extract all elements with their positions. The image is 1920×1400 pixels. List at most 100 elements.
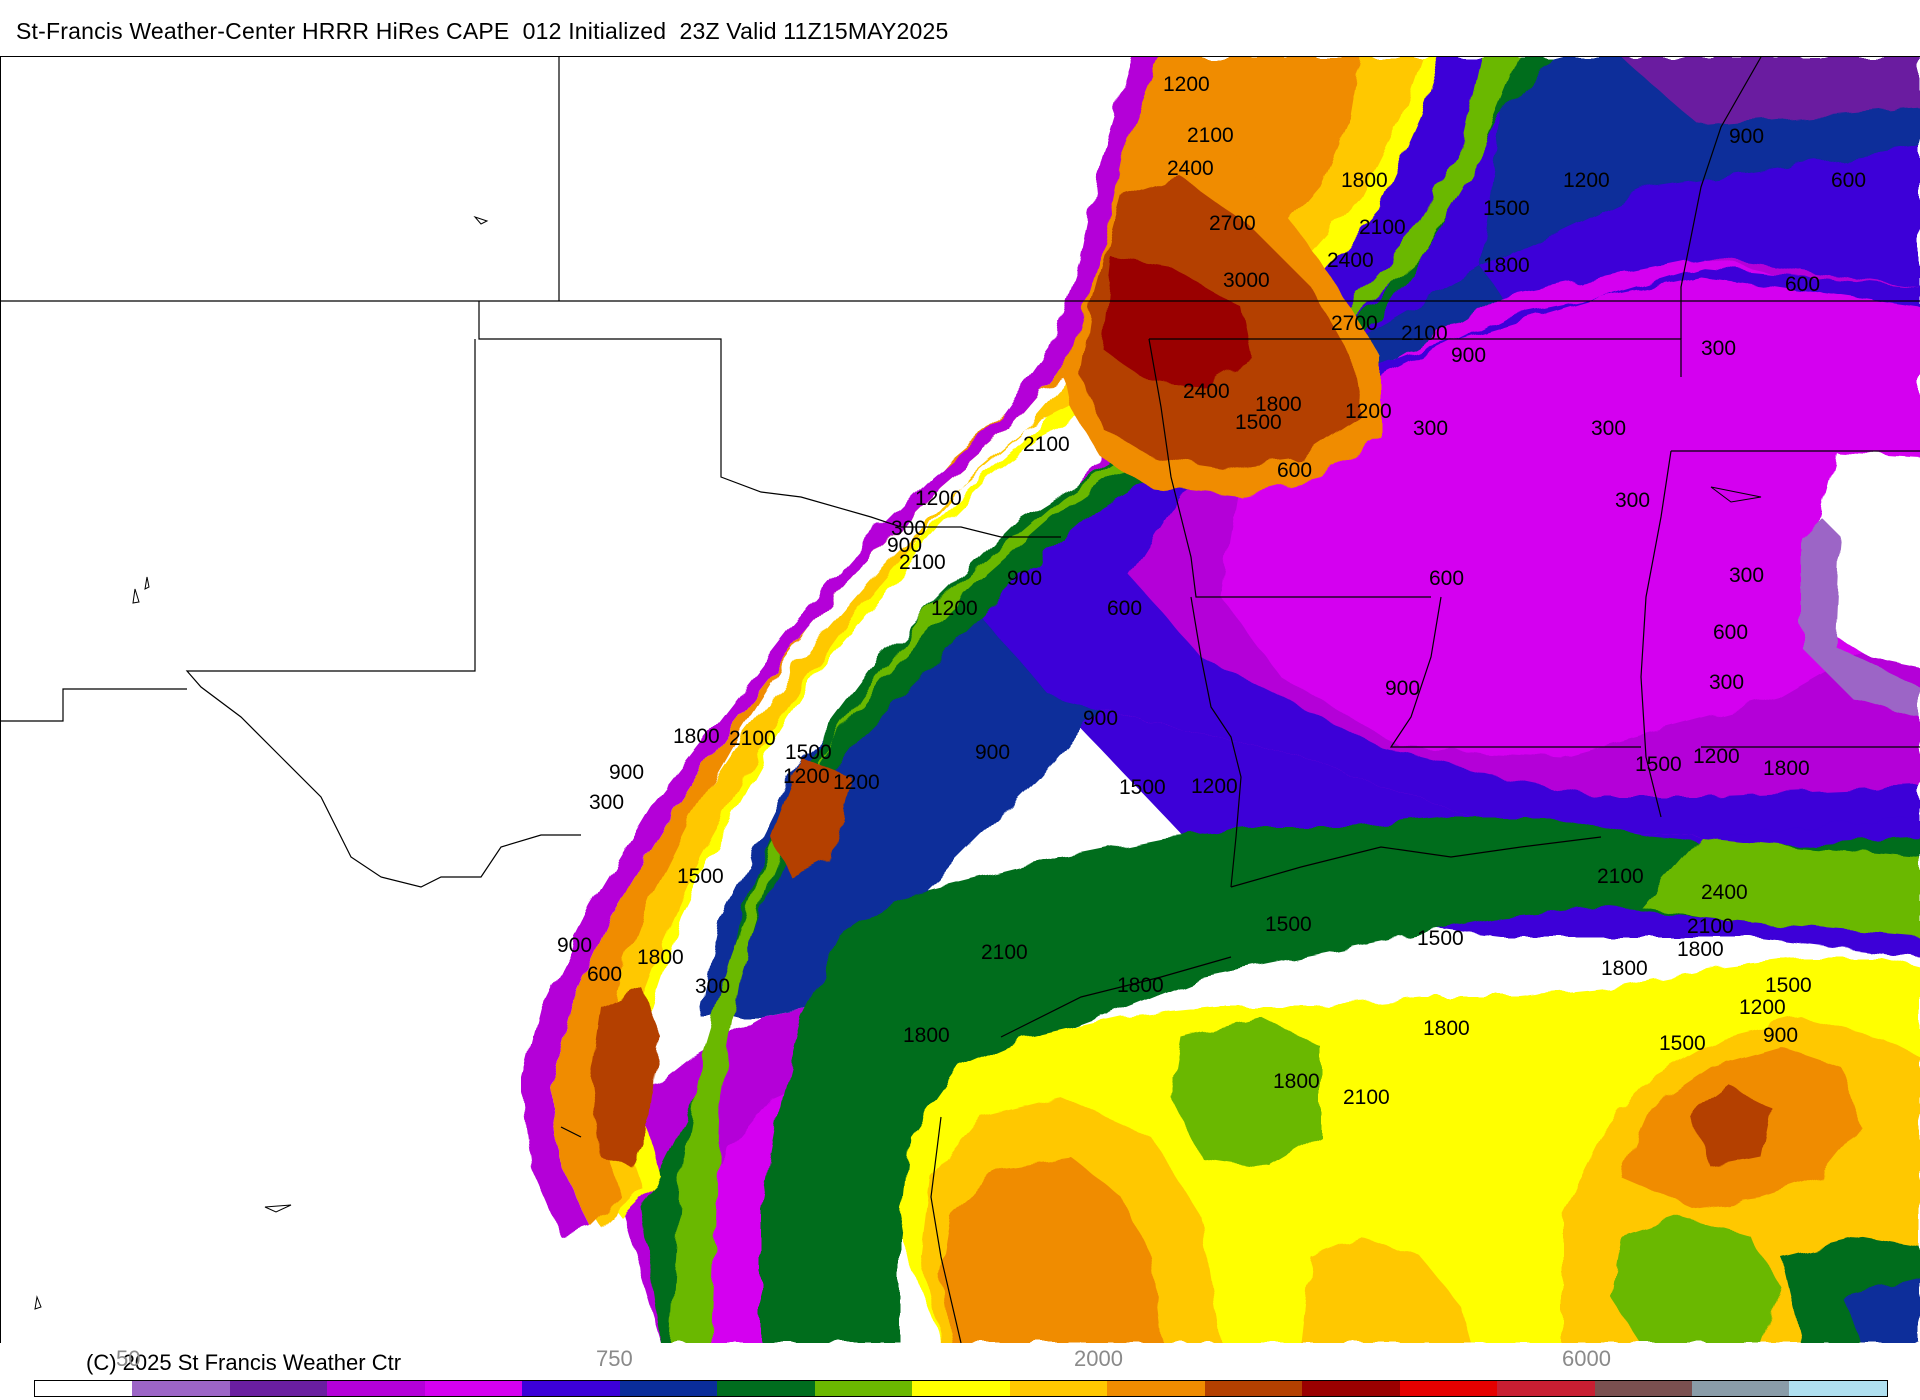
contour-label: 1800 [903, 1024, 950, 1047]
contour-label: 300 [1729, 564, 1764, 587]
contour-label: 1200 [1345, 400, 1392, 423]
contour-label: 900 [975, 741, 1010, 764]
colorbar-swatch [1789, 1381, 1887, 1396]
contour-label: 2400 [1701, 881, 1748, 904]
contour-label: 1500 [677, 865, 724, 888]
contour-label: 1800 [1483, 254, 1530, 277]
colorbar-swatch [1204, 1381, 1303, 1396]
contour-label: 1500 [1119, 776, 1166, 799]
contour-label: 600 [1831, 169, 1866, 192]
contour-label: 900 [1451, 344, 1486, 367]
contour-label: 1500 [1765, 974, 1812, 997]
contour-label: 600 [1277, 459, 1312, 482]
contour-label: 900 [1007, 567, 1042, 590]
contour-label: 300 [589, 791, 624, 814]
cape-fill-layer [521, 57, 1920, 1343]
colorbar-swatch [35, 1381, 133, 1396]
colorbar-swatch [424, 1381, 523, 1396]
contour-label: 600 [1713, 621, 1748, 644]
colorbar-tick-label: 50 [116, 1346, 141, 1371]
colorbar-tick-label: 750 [596, 1346, 633, 1371]
contour-label: 2100 [1597, 865, 1644, 888]
colorbar-swatch [1107, 1381, 1205, 1396]
cape-colorbar [34, 1380, 1888, 1397]
contour-label: 1500 [1417, 927, 1464, 950]
contour-label: 1800 [1601, 957, 1648, 980]
contour-label: 1500 [1483, 197, 1530, 220]
contour-label: 300 [1591, 417, 1626, 440]
contour-label: 600 [1107, 597, 1142, 620]
contour-label: 2100 [981, 941, 1028, 964]
colorbar-swatch [327, 1381, 425, 1396]
contour-label: 900 [557, 934, 592, 957]
contour-label: 2400 [1183, 380, 1230, 403]
contour-label: 1800 [1763, 757, 1810, 780]
colorbar-swatch [1497, 1381, 1595, 1396]
boundary-lines [1, 57, 1920, 1343]
contour-label: 600 [1429, 567, 1464, 590]
contour-label: 300 [695, 975, 730, 998]
contour-label: 1200 [1163, 73, 1210, 96]
contour-label: 300 [1615, 489, 1650, 512]
contour-label: 1500 [1265, 913, 1312, 936]
lake-shapes [34, 215, 1762, 1310]
contour-label: 600 [587, 963, 622, 986]
contour-label: 2400 [1167, 157, 1214, 180]
contour-label: 2700 [1331, 312, 1378, 335]
contour-label: 900 [609, 761, 644, 784]
contour-label: 1800 [1341, 169, 1388, 192]
colorbar-swatch [814, 1381, 913, 1396]
contour-label: 300 [1413, 417, 1448, 440]
colorbar-swatch [132, 1381, 230, 1396]
contour-label: 900 [1083, 707, 1118, 730]
contour-label: 2100 [729, 727, 776, 750]
colorbar-tick-label: 6000 [1562, 1346, 1611, 1371]
colorbar-swatch [1594, 1381, 1692, 1396]
colorbar-swatch [717, 1381, 815, 1396]
contour-label: 3000 [1223, 269, 1270, 292]
contour-label: 1200 [833, 771, 880, 794]
contour-labels: 1200210024002700300018002100240015001800… [557, 73, 1866, 1109]
contour-label: 1200 [915, 487, 962, 510]
colorbar-swatch [619, 1381, 718, 1396]
contour-label: 1800 [637, 946, 684, 969]
contour-label: 2100 [1343, 1086, 1390, 1109]
colorbar-swatch [229, 1381, 328, 1396]
colorbar-swatch [912, 1381, 1010, 1396]
cape-map: 1200210024002700300018002100240015001800… [1, 57, 1920, 1343]
contour-label: 900 [887, 534, 922, 557]
contour-label: 1200 [1191, 775, 1238, 798]
contour-label: 1500 [1635, 753, 1682, 776]
contour-label: 1800 [673, 725, 720, 748]
colorbar-swatch [1691, 1381, 1790, 1396]
contour-label: 1800 [1255, 393, 1302, 416]
colorbar-swatch [1009, 1381, 1108, 1396]
contour-label: 600 [1785, 273, 1820, 296]
colorbar-swatch [1399, 1381, 1498, 1396]
map-title: St-Francis Weather-Center HRRR HiRes CAP… [16, 18, 949, 44]
contour-label: 1800 [1117, 974, 1164, 997]
contour-label: 2700 [1209, 212, 1256, 235]
contour-label: 1800 [1677, 938, 1724, 961]
colorbar-swatch [522, 1381, 620, 1396]
contour-label: 300 [1701, 337, 1736, 360]
contour-label: 1500 [785, 741, 832, 764]
contour-label: 2400 [1327, 249, 1374, 272]
contour-label: 300 [891, 517, 926, 540]
contour-label: 1200 [1739, 996, 1786, 1019]
contour-label: 2100 [1187, 124, 1234, 147]
contour-label: 1500 [1659, 1032, 1706, 1055]
contour-label: 1200 [1563, 169, 1610, 192]
contour-label: 2100 [1687, 915, 1734, 938]
contour-label: 900 [1729, 125, 1764, 148]
contour-label: 2100 [1401, 322, 1448, 345]
contour-label: 1800 [1423, 1017, 1470, 1040]
map-panel: 1200 2100 2400 2700 3000 1800 2100 2400 1500 1800… [0, 56, 1920, 1343]
contour-label: 300 [1709, 671, 1744, 694]
contour-label: 1200 [1693, 745, 1740, 768]
contour-label: 2100 [1359, 216, 1406, 239]
colorbar-tick-label: 2000 [1074, 1346, 1123, 1371]
contour-label: 1800 [1273, 1070, 1320, 1093]
contour-label: 900 [1763, 1024, 1798, 1047]
contour-label: 2100 [1023, 433, 1070, 456]
